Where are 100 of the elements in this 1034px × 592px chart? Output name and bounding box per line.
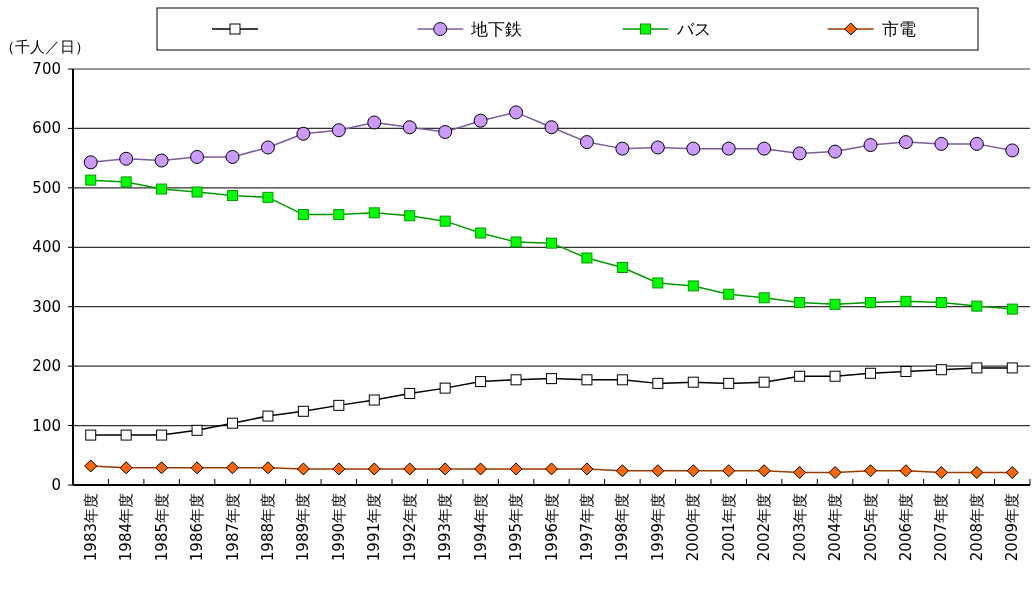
point	[404, 387, 416, 399]
point	[899, 464, 913, 478]
point	[723, 377, 735, 389]
point	[864, 464, 877, 478]
point	[721, 141, 736, 156]
point	[190, 149, 205, 164]
point	[829, 298, 841, 310]
x-tick-label: 1988年度	[258, 493, 277, 562]
point	[934, 136, 949, 151]
point	[544, 120, 559, 135]
point	[439, 382, 451, 394]
y-tick-label: 700	[32, 60, 61, 78]
x-tick-label: 1992年度	[400, 493, 419, 562]
point	[934, 466, 948, 480]
point	[510, 374, 522, 386]
point	[120, 429, 132, 441]
y-tick-label: 300	[32, 297, 61, 316]
point	[546, 237, 557, 249]
point	[84, 459, 98, 473]
y-tick-label: 200	[32, 357, 61, 376]
point	[262, 410, 274, 422]
point	[156, 183, 168, 195]
point	[510, 236, 522, 248]
x-tick-label: 1987年度	[223, 493, 242, 562]
point	[723, 288, 735, 300]
point	[83, 155, 98, 170]
point	[865, 367, 876, 379]
point	[332, 462, 346, 476]
point	[260, 140, 275, 155]
point	[1005, 143, 1020, 158]
point	[793, 466, 807, 480]
point	[1006, 362, 1018, 374]
point	[227, 417, 238, 429]
point	[863, 138, 878, 153]
point	[687, 280, 699, 292]
x-tick-label: 1999年度	[648, 493, 667, 562]
point	[473, 113, 488, 128]
point	[900, 295, 912, 307]
legend-label: 地下鉄	[470, 19, 523, 39]
point	[828, 144, 843, 159]
x-tick-label: 1984年度	[117, 493, 136, 562]
point	[615, 464, 629, 478]
point	[191, 186, 203, 198]
point	[402, 120, 417, 135]
x-tick-label: 1995年度	[507, 493, 526, 562]
point	[262, 191, 274, 203]
point	[579, 135, 594, 150]
point	[226, 461, 239, 475]
point	[792, 146, 807, 161]
point	[935, 297, 947, 309]
x-tick-label: 2007年度	[932, 493, 951, 562]
x-tick-label: 2000年度	[684, 493, 703, 562]
point	[333, 209, 345, 221]
point	[85, 174, 97, 186]
point	[1006, 303, 1018, 315]
point	[296, 126, 311, 141]
x-tick-label: 1994年度	[471, 493, 490, 562]
legend-label: 市電	[881, 19, 916, 39]
y-tick-label: 100	[32, 416, 61, 435]
point	[439, 215, 451, 227]
point	[757, 464, 771, 478]
point	[687, 376, 699, 388]
point	[581, 374, 593, 386]
x-tick-label: 2003年度	[790, 493, 809, 562]
point	[368, 394, 380, 406]
point	[971, 362, 983, 374]
x-tick-label: 1986年度	[188, 493, 207, 562]
point	[722, 464, 736, 478]
point	[757, 141, 772, 156]
x-tick-label: 2001年度	[719, 493, 738, 562]
x-tick-label: 1983年度	[81, 493, 100, 562]
x-tick-label: 2002年度	[755, 493, 774, 562]
x-tick-label: 1996年度	[542, 493, 561, 562]
point	[546, 373, 557, 385]
point	[297, 209, 309, 221]
point	[120, 176, 132, 188]
x-tick-label: 1998年度	[613, 493, 632, 562]
point	[828, 466, 842, 480]
point	[971, 300, 983, 312]
point	[580, 462, 594, 476]
legend-label: バス	[675, 19, 711, 39]
point	[438, 124, 453, 139]
point	[865, 297, 876, 309]
x-tick-label: 2005年度	[861, 493, 880, 562]
point	[227, 190, 238, 202]
point	[85, 429, 97, 441]
point	[367, 462, 381, 476]
point	[651, 464, 665, 478]
point	[509, 105, 524, 120]
point	[900, 365, 912, 377]
y-tick-label: 600	[32, 119, 61, 138]
y-axis-title: （千人／日）	[0, 38, 90, 56]
x-tick-label: 1989年度	[294, 493, 313, 562]
point	[1005, 466, 1019, 480]
point	[261, 461, 275, 475]
point	[581, 252, 593, 264]
x-tick-label: 1985年度	[152, 493, 171, 562]
point	[545, 462, 558, 476]
point	[438, 462, 452, 476]
point	[615, 141, 630, 156]
